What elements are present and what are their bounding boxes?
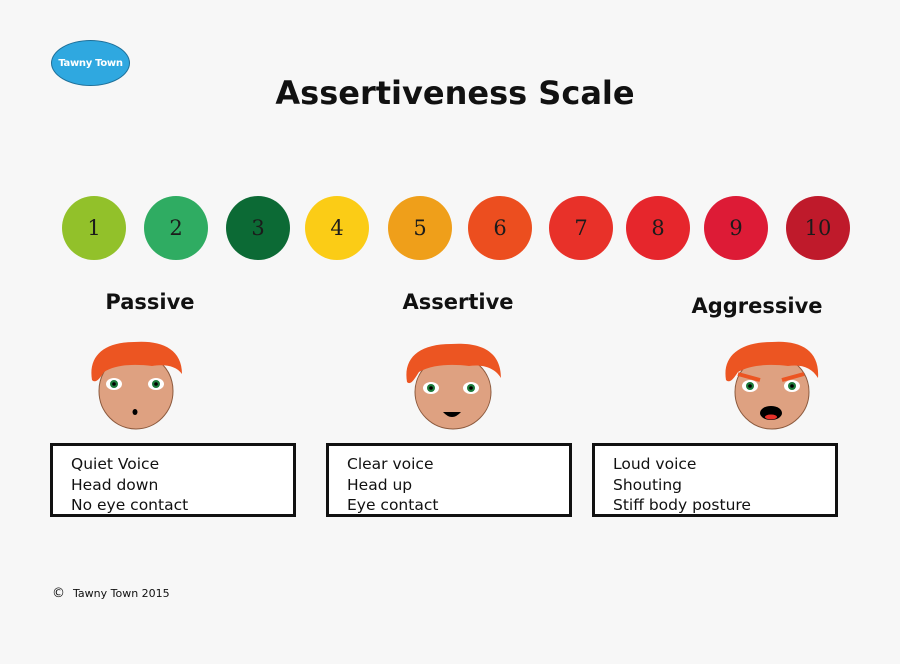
list-item: Clear voice (347, 455, 434, 473)
list-item: Head up (347, 475, 413, 494)
aggressive-face-icon (725, 341, 819, 430)
scale-dot-10: 10 (786, 196, 850, 260)
list-item: Head down (71, 475, 159, 494)
logo-text: Tawny Town (58, 57, 123, 69)
scale-dot-4: 4 (305, 196, 369, 260)
list-item: Shouting (613, 475, 683, 494)
scale-dot-3: 3 (226, 196, 290, 260)
list-item: Quiet Voice (71, 455, 160, 473)
label-passive: Passive (105, 290, 195, 314)
scale-dot-9: 9 (704, 196, 768, 260)
tawny-town-logo: Tawny Town (51, 40, 130, 86)
assertive-behaviour-box: Clear voice Head up Eye contact (326, 443, 572, 517)
scale-dot-2: 2 (144, 196, 208, 260)
assertiveness-scale: 1 2 3 4 5 6 7 8 9 10 (0, 0, 900, 300)
passive-behaviour-box: Quiet Voice Head down No eye contact (50, 443, 296, 517)
label-aggressive: Aggressive (691, 294, 823, 318)
copyright: © Tawny Town 2015 (52, 586, 170, 601)
scale-dot-6: 6 (468, 196, 532, 260)
list-item: Loud voice (613, 455, 697, 473)
list-item: No eye contact (71, 496, 189, 514)
assertive-face-icon (406, 343, 501, 430)
scale-dot-7: 7 (549, 196, 613, 260)
copyright-icon: © (52, 586, 65, 601)
list-item: Eye contact (347, 496, 439, 514)
passive-face-icon (91, 341, 182, 430)
scale-dot-1: 1 (62, 196, 126, 260)
scale-dot-8: 8 (626, 196, 690, 260)
aggressive-behaviour-box: Loud voice Shouting Stiff body posture (592, 443, 838, 517)
list-item: Stiff body posture (613, 496, 751, 514)
label-assertive: Assertive (402, 290, 514, 314)
scale-dot-5: 5 (388, 196, 452, 260)
page-title: Assertiveness Scale (275, 74, 635, 112)
copyright-text: Tawny Town 2015 (73, 587, 170, 600)
